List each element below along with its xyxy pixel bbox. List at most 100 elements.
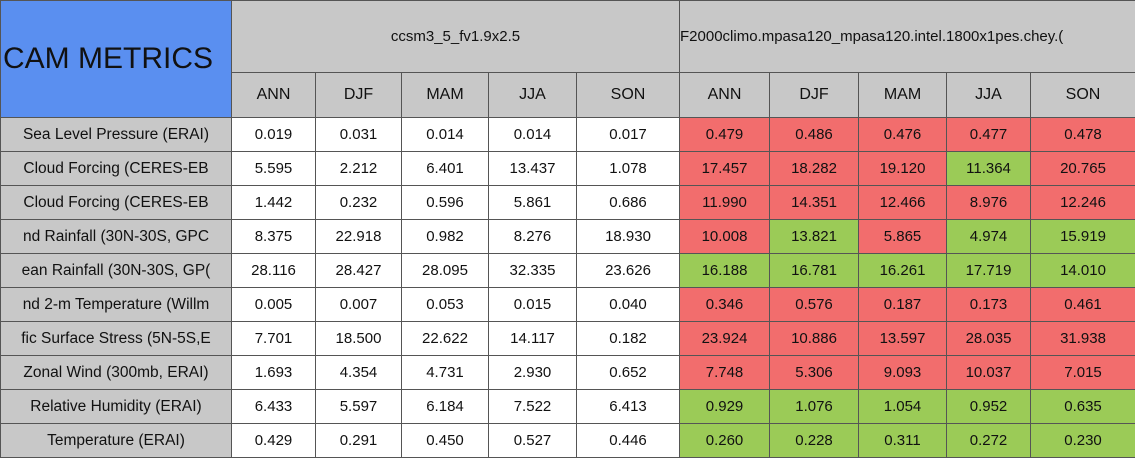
value-cell: 0.187 xyxy=(858,287,948,322)
row-label: fic Surface Stress (5N-5S,E xyxy=(0,321,232,356)
season-header: MAM xyxy=(401,72,489,118)
value-cell: 15.919 xyxy=(1030,219,1135,254)
value-cell: 0.230 xyxy=(1030,423,1135,458)
row-label: Zonal Wind (300mb, ERAI) xyxy=(0,355,232,390)
value-cell: 0.479 xyxy=(679,117,771,152)
value-cell: 5.597 xyxy=(315,389,402,424)
value-cell: 8.976 xyxy=(946,185,1032,220)
value-cell: 13.437 xyxy=(488,151,577,186)
value-cell: 0.017 xyxy=(575,117,681,152)
value-cell: 12.246 xyxy=(1030,185,1135,220)
data-row: Cloud Forcing (CERES-EB 1.442 0.232 0.596 5.… xyxy=(0,185,1135,220)
value-cell: 32.335 xyxy=(488,253,577,288)
value-cell: 18.930 xyxy=(575,219,681,254)
title-cell: CAM METRICS xyxy=(0,0,232,118)
value-cell: 2.930 xyxy=(488,355,577,390)
value-cell: 0.527 xyxy=(488,423,577,458)
row-label: nd 2-m Temperature (Willm xyxy=(0,287,232,322)
data-row: Relative Humidity (ERAI) 6.433 5.597 6.184 7… xyxy=(0,389,1135,424)
value-cell: 0.476 xyxy=(858,117,948,152)
value-cell: 0.346 xyxy=(679,287,771,322)
season-header: JJA xyxy=(488,72,577,118)
value-cell: 0.952 xyxy=(946,389,1032,424)
value-cell: 0.040 xyxy=(575,287,681,322)
value-cell: 0.461 xyxy=(1030,287,1135,322)
value-cell: 8.375 xyxy=(231,219,316,254)
value-cell: 17.719 xyxy=(946,253,1032,288)
value-cell: 13.821 xyxy=(769,219,860,254)
value-cell: 5.306 xyxy=(769,355,860,390)
value-cell: 0.291 xyxy=(315,423,402,458)
value-cell: 1.693 xyxy=(231,355,316,390)
data-row: Cloud Forcing (CERES-EB 5.595 2.212 6.401 13… xyxy=(0,151,1135,186)
season-header: DJF xyxy=(769,72,860,118)
value-cell: 19.120 xyxy=(858,151,948,186)
value-cell: 11.364 xyxy=(946,151,1032,186)
value-cell: 12.466 xyxy=(858,185,948,220)
value-cell: 18.282 xyxy=(769,151,860,186)
value-cell: 6.433 xyxy=(231,389,316,424)
value-cell: 10.037 xyxy=(946,355,1032,390)
value-cell: 14.351 xyxy=(769,185,860,220)
row-label: Sea Level Pressure (ERAI) xyxy=(0,117,232,152)
value-cell: 28.427 xyxy=(315,253,402,288)
value-cell: 0.686 xyxy=(575,185,681,220)
value-cell: 22.622 xyxy=(401,321,489,356)
value-cell: 0.173 xyxy=(946,287,1032,322)
value-cell: 16.188 xyxy=(679,253,771,288)
value-cell: 0.272 xyxy=(946,423,1032,458)
data-row: ean Rainfall (30N-30S, GP(28.116 28.427 28… xyxy=(0,253,1135,288)
value-cell: 14.117 xyxy=(488,321,577,356)
value-cell: 0.429 xyxy=(231,423,316,458)
row-label: Cloud Forcing (CERES-EB xyxy=(0,151,232,186)
value-cell: 0.232 xyxy=(315,185,402,220)
value-cell: 0.477 xyxy=(946,117,1032,152)
season-row: ANN DJF MAM JJA SON ANN DJF MAM JJA SON xyxy=(1,72,1135,118)
season-header: ANN xyxy=(231,72,316,118)
value-cell: 0.635 xyxy=(1030,389,1135,424)
value-cell: 22.918 xyxy=(315,219,402,254)
value-cell: 1.076 xyxy=(769,389,860,424)
value-cell: 28.035 xyxy=(946,321,1032,356)
value-cell: 0.929 xyxy=(679,389,771,424)
value-cell: 10.008 xyxy=(679,219,771,254)
value-cell: 7.748 xyxy=(679,355,771,390)
value-cell: 4.731 xyxy=(401,355,489,390)
value-cell: 0.228 xyxy=(769,423,860,458)
row-label: nd Rainfall (30N-30S, GPC xyxy=(0,219,232,254)
value-cell: 0.311 xyxy=(858,423,948,458)
value-cell: 14.010 xyxy=(1030,253,1135,288)
value-cell: 5.861 xyxy=(488,185,577,220)
season-header: DJF xyxy=(315,72,402,118)
value-cell: 23.924 xyxy=(679,321,771,356)
value-cell: 9.093 xyxy=(858,355,948,390)
value-cell: 28.116 xyxy=(231,253,316,288)
value-cell: 0.019 xyxy=(231,117,316,152)
group-header: F2000climo.mpasa120_mpasa120.intel.1800x… xyxy=(679,0,1135,73)
data-row: Zonal Wind (300mb, ERAI) 1.693 4.354 4.731 2… xyxy=(0,355,1135,390)
value-cell: 0.596 xyxy=(401,185,489,220)
value-cell: 16.261 xyxy=(858,253,948,288)
value-cell: 0.005 xyxy=(231,287,316,322)
value-cell: 23.626 xyxy=(575,253,681,288)
season-header: ANN xyxy=(679,72,771,118)
value-cell: 28.095 xyxy=(401,253,489,288)
value-cell: 0.182 xyxy=(575,321,681,356)
value-cell: 0.007 xyxy=(315,287,402,322)
value-cell: 0.014 xyxy=(401,117,489,152)
value-cell: 18.500 xyxy=(315,321,402,356)
value-cell: 7.522 xyxy=(488,389,577,424)
value-cell: 0.260 xyxy=(679,423,771,458)
value-cell: 8.276 xyxy=(488,219,577,254)
value-cell: 17.457 xyxy=(679,151,771,186)
row-label: ean Rainfall (30N-30S, GP( xyxy=(0,253,232,288)
data-row: Sea Level Pressure (ERAI) 0.019 0.031 0.014… xyxy=(0,117,1135,152)
value-cell: 0.031 xyxy=(315,117,402,152)
value-cell: 6.184 xyxy=(401,389,489,424)
value-cell: 6.401 xyxy=(401,151,489,186)
value-cell: 0.486 xyxy=(769,117,860,152)
value-cell: 0.014 xyxy=(488,117,577,152)
value-cell: 1.442 xyxy=(231,185,316,220)
